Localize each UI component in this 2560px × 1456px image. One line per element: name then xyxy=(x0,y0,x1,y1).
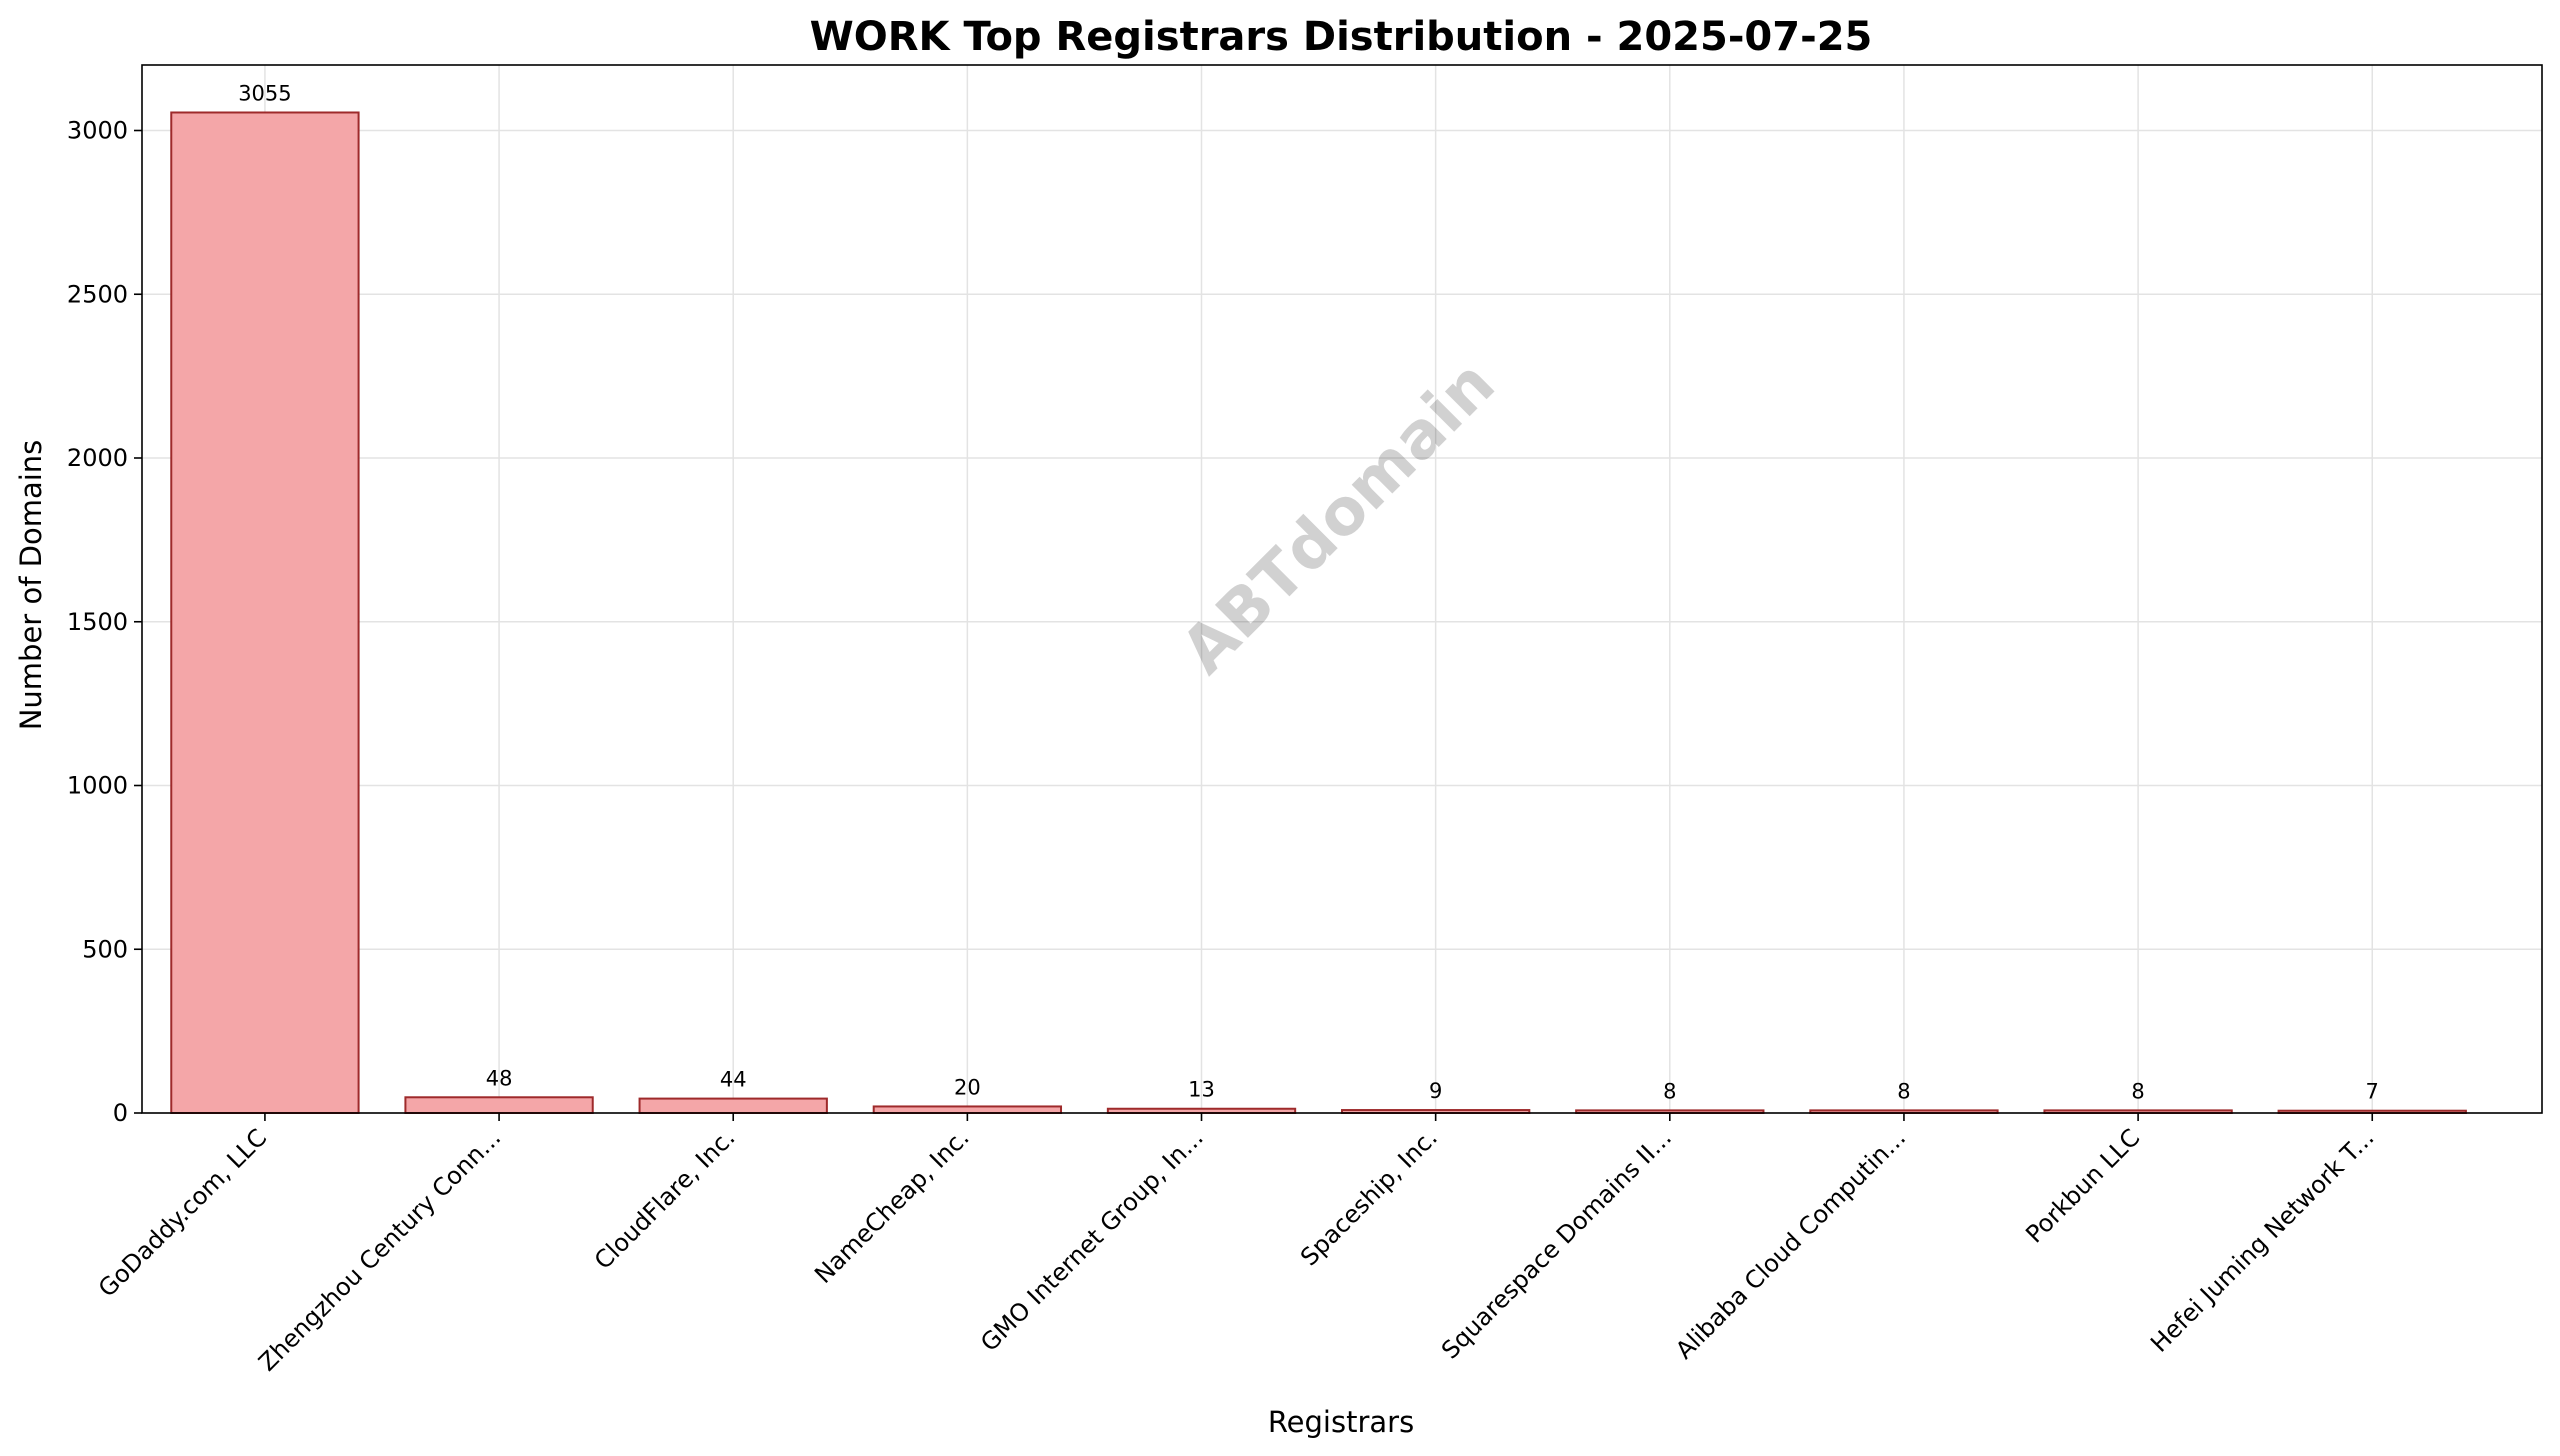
y-tick-label: 500 xyxy=(82,935,128,963)
y-tick-label: 0 xyxy=(113,1099,128,1127)
bar xyxy=(404,1096,594,1115)
bar-value-label: 20 xyxy=(954,1075,981,1099)
plot-frame xyxy=(141,64,2543,1114)
value-labels: 3055 48 44 20 13 9 8 8 8 7 xyxy=(238,81,2379,1103)
y-axis-label: Number of Domains xyxy=(14,440,48,731)
bar-value-label: 48 xyxy=(486,1066,513,1090)
y-tick-label: 1500 xyxy=(67,608,128,636)
y-axis-ticks: 0 500 1000 1500 2000 2500 3000 xyxy=(67,117,142,1127)
y-tick-label: 3000 xyxy=(67,117,128,145)
bar-value-label: 3055 xyxy=(238,81,291,105)
bar-value-label: 8 xyxy=(1897,1079,1910,1103)
bar-value-label: 9 xyxy=(1429,1079,1442,1103)
y-tick-label: 1000 xyxy=(67,772,128,800)
bar-value-label: 7 xyxy=(2366,1080,2379,1104)
chart-title: WORK Top Registrars Distribution - 2025-… xyxy=(810,14,1873,60)
y-tick-label: 2000 xyxy=(67,444,128,472)
bar-value-label: 44 xyxy=(720,1068,747,1092)
bar xyxy=(170,111,360,1115)
bars xyxy=(170,111,2467,1115)
bar-value-label: 13 xyxy=(1188,1078,1215,1102)
y-tick-label: 2500 xyxy=(67,280,128,308)
bar-value-label: 8 xyxy=(2131,1079,2144,1103)
x-axis-label: Registrars xyxy=(1268,1405,1414,1439)
bar xyxy=(872,1105,1063,1114)
bar-value-label: 8 xyxy=(1663,1079,1676,1103)
bar xyxy=(638,1097,828,1114)
